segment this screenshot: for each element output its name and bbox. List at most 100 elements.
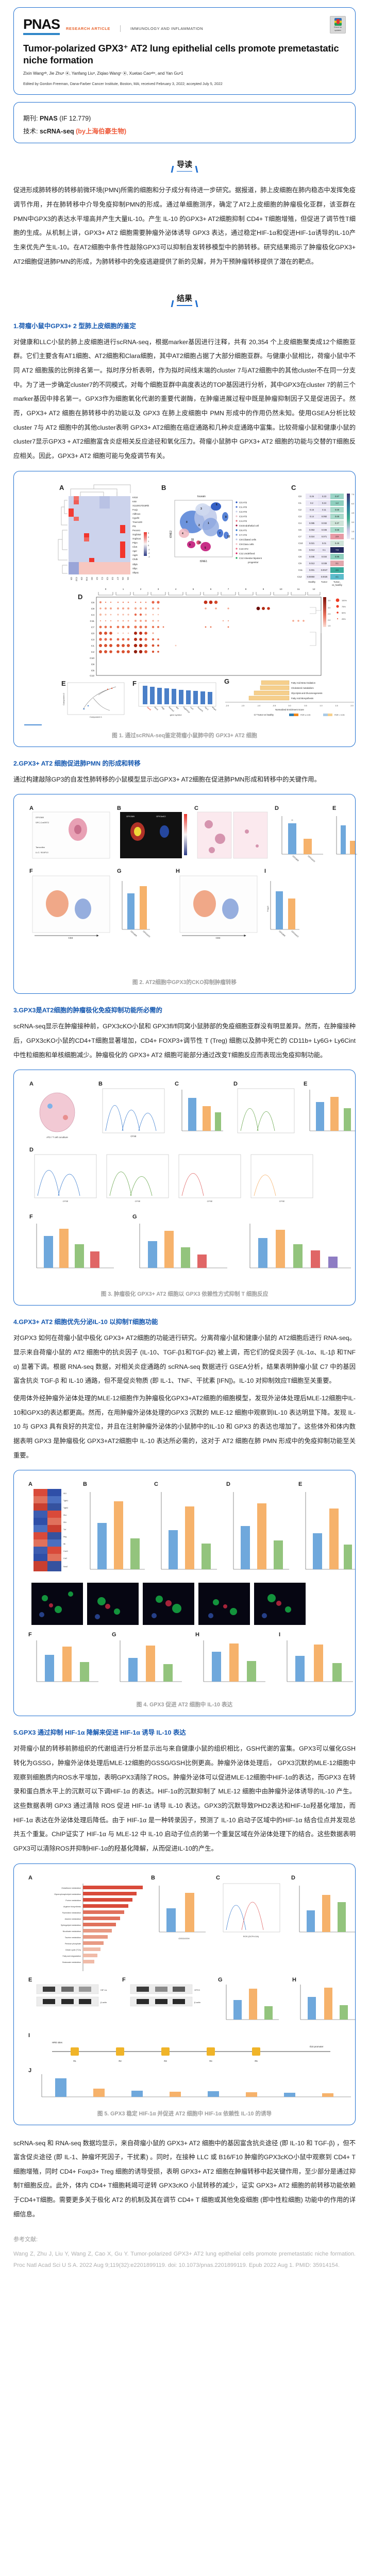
panel-A-column-labels: C8 C12 C9 C11 C0 C2 C1 C3 C4 C7 C5 C6 [70, 577, 129, 582]
svg-text:C4: C4 [298, 522, 301, 524]
svg-text:3.0: 3.0 [351, 521, 354, 523]
svg-text:C9: C9 [80, 577, 83, 580]
svg-text:0.021: 0.021 [309, 542, 315, 545]
svg-text:SPC-CreERT2: SPC-CreERT2 [36, 821, 49, 824]
panel-label-C: C [291, 484, 296, 492]
svg-text:Flt1: Flt1 [132, 525, 137, 528]
svg-text:Purine metabolism: Purine metabolism [65, 1900, 81, 1902]
svg-text:R4: R4 [209, 2060, 212, 2062]
panel-3F-bars [36, 1224, 114, 1268]
panel-label-D: D [226, 1481, 230, 1487]
svg-text:0.24: 0.24 [322, 502, 327, 504]
svg-text:C9:Clara cells: C9:Clara cells [239, 543, 254, 546]
figure-4-graphic: A Il10 Tgfb1 Tgfb2 Il1a Il1b Tnf Ifng Il6 Cxcl… [28, 1481, 355, 1682]
svg-text:C6:AT1: C6:AT1 [239, 529, 247, 532]
section-heading-4: 4.GPX3+ AT2 细胞优先分泌IL-10 以抑制T细胞功能 [13, 1318, 158, 1326]
panel-A-heatmap [69, 496, 130, 574]
svg-text:Tamoxifen: Tamoxifen [36, 846, 45, 849]
figure-3-caption: 图 3. 肿瘤极化 GPX3+ AT2 细胞以 GPX3 依赖性方式抑制 T 细… [100, 1291, 269, 1298]
technique-label: 技术: [23, 127, 38, 135]
panel-5B-bars [159, 1885, 206, 1932]
svg-text:β-actin: β-actin [194, 2001, 200, 2004]
svg-text:Tmem100: Tmem100 [132, 521, 143, 523]
svg-text:CFSE: CFSE [279, 1200, 285, 1202]
svg-text:CFSE: CFSE [207, 1200, 213, 1202]
section-5-paragraph: 对荷瘤小鼠的转移前肺组织的代谢组进行分析显示出与来自健康小鼠的组织相比，GSH代… [13, 1745, 356, 1852]
svg-text:Sftpa1: Sftpa1 [132, 571, 139, 574]
panel-B-title: louvain [197, 495, 206, 498]
panel-label-J: J [28, 2067, 31, 2074]
panel-B-xlabel: tSNE1 [200, 560, 208, 563]
panel-label-D: D [78, 593, 82, 601]
svg-text:C6: C6 [298, 529, 301, 531]
svg-text:C0: C0 [91, 577, 93, 580]
svg-text:C11:Undefined: C11:Undefined [239, 552, 255, 555]
panel-label-A: A [29, 805, 33, 811]
technique-meta-row: 技术: scRNA-seq (by上海伯豪生物) [23, 126, 346, 135]
svg-text:Gpx3: Gpx3 [146, 706, 151, 711]
svg-text:0.68: 0.68 [335, 515, 340, 518]
svg-text:GPX3cKO: GPX3cKO [156, 815, 165, 818]
svg-text:0.0: 0.0 [288, 705, 291, 707]
crossmark-badge[interactable]: Check for updates [330, 16, 346, 33]
svg-text:Serpinf1: Serpinf1 [197, 706, 204, 713]
panel-C-table: C0 C1 C2 C3 C4 C6 C7 C10 C5 C8 C9 C11 C12 [297, 493, 344, 586]
technique-name: scRNA-seq [39, 127, 74, 135]
svg-text:0.00050: 0.00050 [307, 575, 315, 578]
svg-text:Nos2: Nos2 [63, 1566, 68, 1568]
svg-text:0.69: 0.69 [335, 509, 340, 511]
svg-text:Butanoate metabolism: Butanoate metabolism [62, 1961, 81, 1963]
panel-label-A: A [28, 1875, 32, 1881]
journal-label: 期刊: [23, 114, 38, 122]
panel-5-western-blots: E HIF-1α β-actin F GPX3 β-actin G [28, 1977, 355, 2020]
crossmark-line1: Check for [333, 26, 342, 29]
panel-F-gene-labels: Gpx3 Ifitm3 Mgp Rarres2 Mt2 Pygb1/Lyz Ly… [146, 706, 216, 714]
svg-text:0.95: 0.95 [335, 555, 340, 558]
panel-label-F: F [29, 1214, 33, 1220]
svg-text:Npc2: Npc2 [204, 706, 209, 711]
svg-text:Tgfb1: Tgfb1 [63, 1500, 68, 1502]
svg-text:C3: C3 [106, 577, 109, 580]
subject-section-label: IMMUNOLOGY AND INFLAMMATION [130, 26, 204, 31]
panel-B-ylabel: tSNE2 [170, 530, 173, 538]
svg-text:C12: C12 [90, 674, 94, 677]
svg-text:R5: R5 [255, 2060, 258, 2062]
panel-5A-metabolite-bars [82, 1883, 143, 1971]
panel-label-B: B [161, 484, 166, 492]
svg-text:6: 6 [216, 503, 217, 506]
divider-label-intro: 导读 [177, 159, 192, 173]
panel-label-G: G [224, 677, 229, 685]
svg-text:Cxcl1: Cxcl1 [63, 1550, 68, 1552]
svg-text:C5: C5 [91, 669, 94, 672]
svg-text:5: 5 [205, 547, 206, 550]
svg-text:7: 7 [219, 532, 221, 535]
figure-3-card: A AT2 / T cell coculture B CFSE C D [13, 1070, 356, 1306]
panel-4D-bars [233, 1492, 289, 1570]
svg-text:Mt2: Mt2 [175, 706, 179, 710]
panel-4-bottom-bars: F G H I [28, 1632, 353, 1682]
panel-B-cluster-numbers: 0 2 1 3 6 8 4 7 12 9 510 11 [182, 503, 230, 550]
svg-text:0.14: 0.14 [310, 515, 314, 518]
svg-text:Sftpc: Sftpc [132, 567, 138, 570]
section-heading-3: 3.GPX3是AT2细胞的肿瘤极化免疫抑制功能所必需的 [13, 1007, 162, 1014]
svg-text:C1:AT2: C1:AT2 [239, 506, 247, 509]
svg-text:Arginine biosynthesis: Arginine biosynthesis [63, 1906, 81, 1908]
svg-text:GPX3fl/fl: GPX3fl/fl [130, 930, 137, 937]
svg-text:C3:AT2: C3:AT2 [239, 515, 247, 518]
svg-text:6.0: 6.0 [351, 503, 354, 505]
svg-text:0.2: 0.2 [310, 502, 313, 504]
svg-text:C2: C2 [96, 577, 98, 580]
figure-3-graphic: A AT2 / T cell coculture B CFSE C D [29, 1081, 355, 1268]
section-4-paragraph-2: 使用体外经肿瘤外泌体处理的MLE-12细胞作为肿瘤极化GPX3+AT2细胞的细胞… [13, 1394, 356, 1459]
technique-vendor: (by上海伯豪生物) [76, 127, 127, 135]
panel-label-F: F [122, 1977, 126, 1983]
panel-label-H: H [176, 868, 180, 874]
panel-G-xlabel: Normalized Enrichment Score [275, 708, 304, 711]
svg-text:R3: R3 [164, 2060, 167, 2062]
svg-text:Glycerophospholipid metabolism: Glycerophospholipid metabolism [54, 1893, 81, 1895]
svg-text:2.0: 2.0 [328, 619, 330, 621]
panel-4E-bars [305, 1492, 355, 1570]
svg-text:Scgb3a2: Scgb3a2 [132, 533, 141, 536]
svg-text:Tumor: Tumor [321, 581, 328, 583]
svg-text:7.9: 7.9 [336, 549, 339, 551]
